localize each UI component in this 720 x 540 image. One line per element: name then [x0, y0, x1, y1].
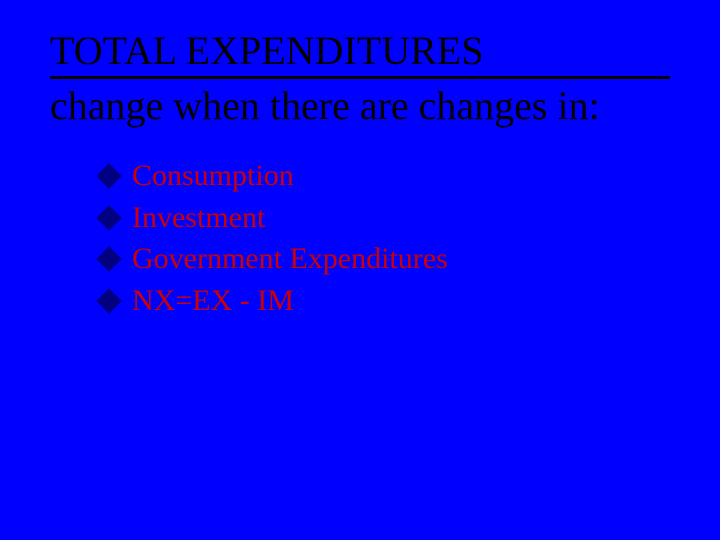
- diamond-icon: [96, 163, 121, 188]
- slide-title-line1: TOTAL EXPENDITURES: [50, 28, 670, 79]
- bullet-text: Government Expenditures: [132, 240, 448, 278]
- list-item: Investment: [100, 199, 670, 237]
- diamond-icon: [96, 205, 121, 230]
- slide-container: TOTAL EXPENDITURES change when there are…: [0, 0, 720, 540]
- list-item: Government Expenditures: [100, 240, 670, 278]
- bullet-text: Consumption: [132, 157, 294, 195]
- slide-title-line2: change when there are changes in:: [50, 83, 670, 129]
- bullet-text: NX=EX - IM: [132, 282, 294, 320]
- bullet-text: Investment: [132, 199, 265, 237]
- list-item: Consumption: [100, 157, 670, 195]
- diamond-icon: [96, 246, 121, 271]
- list-item: NX=EX - IM: [100, 282, 670, 320]
- diamond-icon: [96, 288, 121, 313]
- bullet-list: Consumption Investment Government Expend…: [50, 157, 670, 319]
